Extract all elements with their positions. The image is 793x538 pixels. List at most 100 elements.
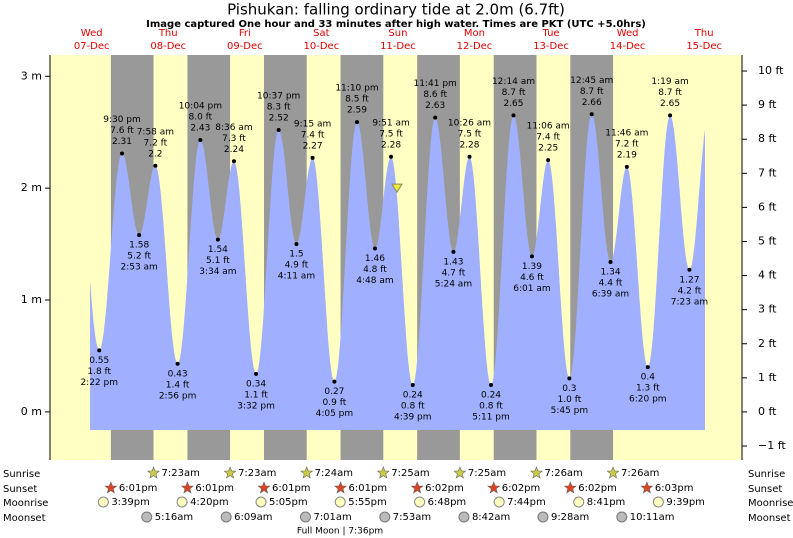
extreme-label: 9:15 am — [294, 119, 331, 129]
day-name: Tue — [541, 28, 559, 39]
day-date: 07-Dec — [74, 41, 110, 52]
sunset-icon — [563, 481, 577, 494]
sunset-icon — [487, 481, 501, 494]
day-name: Fri — [239, 28, 251, 39]
sunrise-icon — [453, 466, 467, 479]
extreme-label: 5:11 pm — [472, 413, 510, 423]
extreme-label: 2:22 pm — [80, 378, 118, 388]
moonset-icon — [220, 511, 232, 523]
y-tick-label: 0 m — [21, 405, 42, 418]
extreme-label: 6:01 am — [513, 284, 550, 294]
extreme-label: 2.43 — [190, 124, 210, 134]
extreme-label: 10:37 pm — [257, 91, 300, 101]
extreme-point — [310, 155, 315, 160]
y2-tick-label: 8 ft — [758, 132, 777, 145]
extreme-label: 2:56 pm — [159, 391, 197, 401]
sunset-time: 6:02pm — [425, 483, 464, 494]
extreme-point — [119, 151, 124, 156]
sunset-time: 6:03pm — [655, 483, 694, 494]
moonrise-time: 9:39pm — [666, 497, 705, 508]
extreme-label: 0.55 — [89, 356, 109, 366]
extreme-label: 0.34 — [246, 379, 266, 389]
extreme-point — [175, 361, 180, 366]
sunset-time: 6:02pm — [502, 483, 541, 494]
sunrise-icon — [300, 466, 314, 479]
day-date: 08-Dec — [150, 41, 186, 52]
extreme-label: 10:26 am — [448, 118, 491, 128]
extreme-point — [668, 113, 673, 118]
moonrise-icon — [652, 496, 664, 508]
extreme-label: 1.39 — [522, 262, 542, 272]
row-label: Moonset — [3, 513, 46, 524]
extreme-label: 2.65 — [660, 99, 680, 109]
row-label: Moonrise — [3, 498, 48, 509]
extreme-point — [198, 138, 203, 143]
y2-tick-label: 4 ft — [758, 269, 777, 282]
moonset-icon — [616, 511, 628, 523]
full-moon-note: Full Moon | 7:36pm — [297, 527, 383, 537]
row-label: Moonrise — [748, 498, 793, 509]
extreme-label: 0.24 — [403, 391, 423, 401]
extreme-label: 2.63 — [425, 101, 445, 111]
extreme-label: 1.3 ft — [636, 384, 660, 394]
sunset-icon — [640, 481, 654, 494]
sunrise-icon — [606, 466, 620, 479]
extreme-label: 7.6 ft — [110, 126, 134, 136]
row-label: Sunset — [3, 484, 37, 495]
moonset-time: 5:16am — [155, 512, 193, 523]
extreme-label: 0.9 ft — [323, 398, 347, 408]
extreme-label: 1.54 — [208, 245, 228, 255]
extreme-label: 2.59 — [347, 106, 367, 116]
row-label: Sunrise — [3, 469, 40, 480]
moonset-time: 7:53am — [393, 512, 431, 523]
extreme-point — [153, 163, 158, 168]
extreme-label: 7.4 ft — [536, 133, 560, 143]
extreme-label: 4:11 am — [278, 272, 315, 282]
extreme-label: 1.43 — [443, 257, 463, 267]
sunset-icon — [180, 481, 194, 494]
moonrise-time: 7:44pm — [507, 497, 546, 508]
moonrise-icon — [493, 496, 505, 508]
extreme-label: 5:45 pm — [551, 406, 589, 416]
extreme-label: 2.19 — [617, 150, 637, 160]
extreme-point — [624, 164, 629, 169]
extreme-point — [97, 348, 102, 353]
day-name: Thu — [694, 28, 714, 39]
extreme-label: 2.24 — [224, 145, 244, 155]
extreme-label: 3:32 pm — [237, 401, 275, 411]
day-name: Thu — [158, 28, 178, 39]
extreme-label: 2.66 — [582, 98, 602, 108]
sunrise-time: 7:23am — [162, 468, 200, 479]
extreme-label: 7.3 ft — [222, 134, 246, 144]
extreme-label: 4:48 am — [356, 276, 393, 286]
sunrise-time: 7:24am — [315, 468, 353, 479]
moonrise-time: 6:48pm — [428, 497, 467, 508]
current-level-marker — [391, 183, 403, 194]
y2-tick-label: 2 ft — [758, 337, 777, 350]
extreme-label: 7.5 ft — [379, 129, 403, 139]
extreme-label: 6:20 pm — [629, 395, 667, 405]
extreme-point — [511, 113, 516, 118]
extreme-label: 1.27 — [679, 275, 699, 285]
y2-tick-label: 3 ft — [758, 303, 777, 316]
extreme-point — [489, 383, 494, 388]
extreme-label: 2.31 — [112, 137, 132, 147]
moonrise-time: 5:55pm — [348, 497, 387, 508]
extreme-point — [410, 383, 415, 388]
extreme-label: 3:34 am — [199, 267, 236, 277]
day-date: 12-Dec — [457, 41, 493, 52]
extreme-label: 1:19 am — [651, 77, 688, 87]
extreme-point — [467, 154, 472, 159]
extreme-label: 8:36 am — [215, 123, 252, 133]
day-name: Wed — [81, 28, 103, 39]
extreme-point — [589, 112, 594, 117]
extreme-label: 2.2 — [148, 149, 162, 159]
moonrise-time: 3:39pm — [111, 497, 150, 508]
extreme-label: 1.34 — [601, 267, 621, 277]
sunrise-time: 7:25am — [391, 468, 429, 479]
day-date: 10-Dec — [304, 41, 340, 52]
extreme-label: 8.7 ft — [502, 88, 526, 98]
extreme-label: 7.2 ft — [144, 138, 168, 148]
extreme-point — [546, 158, 551, 163]
extreme-label: 1.58 — [129, 241, 149, 251]
